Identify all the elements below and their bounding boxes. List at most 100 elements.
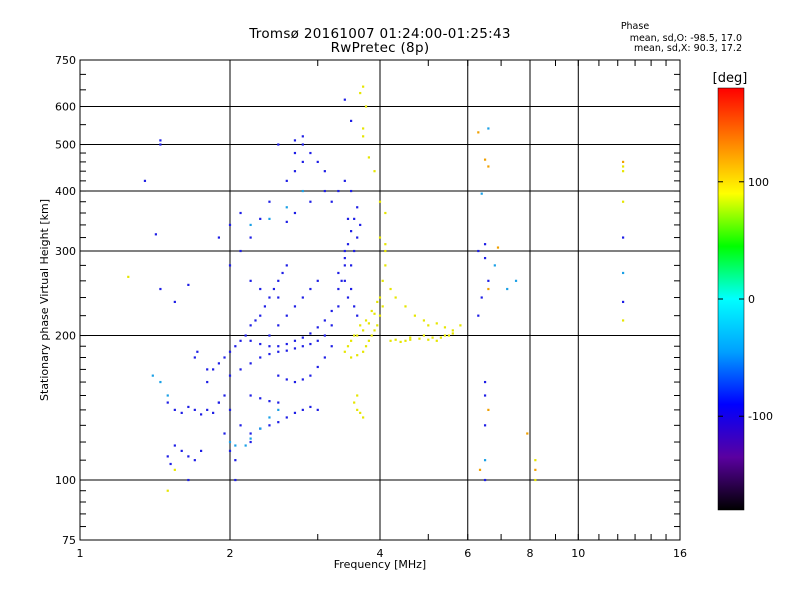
data-point bbox=[277, 345, 280, 348]
colorbar-tick-label: -100 bbox=[748, 410, 773, 423]
x-tick-label: 2 bbox=[227, 547, 234, 560]
y-tick-label: 500 bbox=[55, 139, 76, 152]
data-point bbox=[217, 401, 220, 404]
data-point bbox=[217, 362, 220, 365]
data-point bbox=[166, 455, 169, 458]
data-point bbox=[337, 189, 340, 193]
data-point bbox=[309, 200, 312, 203]
data-point bbox=[159, 380, 162, 384]
data-point bbox=[285, 264, 288, 267]
data-point bbox=[451, 332, 454, 335]
data-point bbox=[323, 356, 326, 359]
axis-ticks: 1 2 4 6 8 10 16 75 100 200 300 400 500 600 750 bbox=[55, 54, 687, 560]
data-point bbox=[166, 401, 169, 404]
data-point bbox=[404, 305, 407, 308]
data-point bbox=[259, 287, 262, 291]
data-point bbox=[340, 279, 343, 282]
data-point bbox=[330, 309, 333, 313]
chart-subtitle: RwPretec (8p) bbox=[330, 40, 430, 56]
data-point bbox=[285, 342, 288, 346]
data-point bbox=[389, 339, 392, 342]
data-point bbox=[223, 432, 226, 435]
data-point bbox=[435, 322, 438, 325]
data-point bbox=[459, 324, 462, 327]
data-point bbox=[228, 374, 232, 377]
data-points bbox=[127, 85, 625, 492]
data-point bbox=[301, 408, 304, 411]
data-point bbox=[621, 236, 625, 239]
data-point bbox=[483, 478, 487, 482]
data-point bbox=[277, 279, 280, 282]
data-point bbox=[187, 455, 190, 458]
data-point bbox=[496, 246, 500, 249]
data-point bbox=[483, 256, 487, 260]
data-point bbox=[259, 356, 262, 359]
data-point bbox=[277, 143, 280, 146]
data-point bbox=[323, 334, 326, 337]
data-point bbox=[263, 305, 266, 308]
data-point bbox=[487, 287, 490, 291]
data-point bbox=[173, 300, 176, 304]
data-point bbox=[316, 365, 319, 369]
x-tick-label: 4 bbox=[377, 547, 384, 560]
data-point bbox=[409, 338, 412, 341]
data-point bbox=[259, 217, 262, 220]
data-point bbox=[206, 380, 209, 384]
data-point bbox=[381, 279, 384, 282]
data-point bbox=[309, 151, 312, 155]
data-point bbox=[239, 339, 242, 342]
data-point bbox=[259, 342, 262, 346]
data-point bbox=[301, 143, 304, 146]
data-point bbox=[293, 305, 297, 308]
data-point bbox=[228, 350, 232, 353]
data-point bbox=[356, 334, 359, 337]
data-point bbox=[480, 296, 483, 299]
data-point bbox=[337, 287, 340, 291]
data-point bbox=[370, 309, 373, 313]
data-point bbox=[422, 319, 426, 322]
data-point bbox=[451, 329, 454, 332]
data-point bbox=[373, 329, 376, 332]
x-axis-label: Frequency [MHz] bbox=[334, 558, 426, 571]
data-point bbox=[323, 319, 326, 322]
data-point bbox=[356, 354, 359, 357]
data-point bbox=[343, 98, 346, 101]
data-point bbox=[384, 264, 387, 267]
data-point bbox=[293, 347, 297, 350]
data-point bbox=[196, 350, 199, 353]
data-point bbox=[346, 296, 350, 299]
data-point bbox=[293, 151, 297, 155]
data-point bbox=[506, 287, 509, 291]
data-point bbox=[244, 444, 247, 447]
data-point bbox=[422, 334, 426, 337]
data-point bbox=[330, 200, 333, 203]
data-point bbox=[285, 314, 288, 317]
data-point bbox=[268, 296, 271, 299]
data-point bbox=[254, 319, 257, 322]
data-point bbox=[364, 345, 368, 348]
data-point bbox=[384, 211, 387, 215]
data-point bbox=[337, 305, 340, 308]
data-point bbox=[277, 401, 280, 404]
data-point bbox=[362, 329, 365, 332]
data-point bbox=[285, 416, 288, 419]
colorbar-ticks: -100 0 100 bbox=[718, 176, 773, 423]
data-point bbox=[378, 236, 382, 239]
data-point bbox=[621, 170, 625, 173]
data-point bbox=[223, 394, 226, 397]
data-point bbox=[621, 271, 625, 275]
data-point bbox=[309, 332, 312, 335]
data-point bbox=[443, 334, 447, 337]
x-tick-label: 16 bbox=[673, 547, 687, 560]
data-point bbox=[477, 131, 480, 134]
data-point bbox=[151, 374, 154, 377]
data-point bbox=[180, 449, 183, 452]
data-point bbox=[346, 345, 350, 348]
data-point bbox=[384, 243, 387, 246]
y-axis-label: Stationary phase Virtual Height [km] bbox=[38, 199, 51, 401]
data-point bbox=[337, 271, 340, 275]
data-point bbox=[268, 400, 271, 403]
data-point bbox=[277, 374, 280, 377]
data-point bbox=[477, 314, 480, 317]
